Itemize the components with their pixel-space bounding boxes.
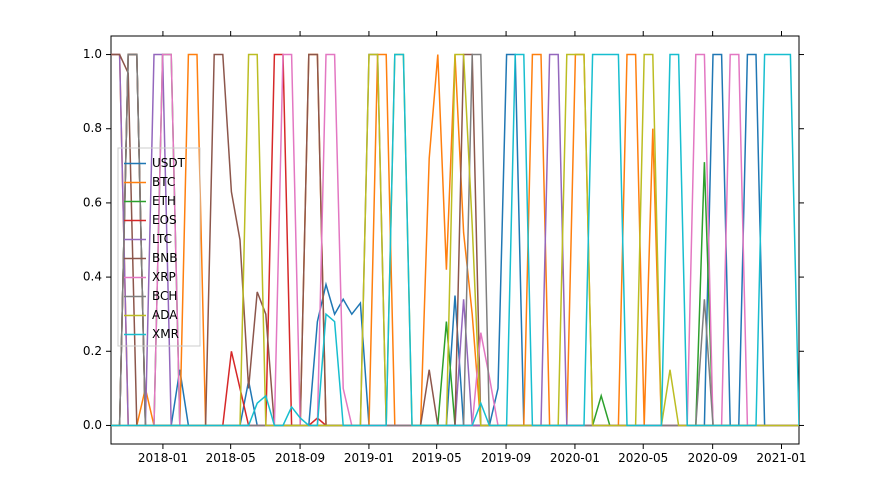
y-tick-label: 0.4	[83, 270, 102, 284]
y-tick-label: 0.6	[83, 195, 102, 209]
x-tick-label: 2020-05	[618, 451, 668, 465]
y-tick-label: 0.8	[83, 121, 102, 135]
legend-label-ada: ADA	[152, 308, 178, 322]
legend-label-btc: BTC	[152, 175, 175, 189]
legend-label-ltc: LTC	[152, 232, 172, 246]
y-tick-label: 1.0	[83, 47, 102, 61]
legend-label-eth: ETH	[152, 194, 176, 208]
legend-label-xmr: XMR	[152, 327, 179, 341]
x-tick-label: 2018-09	[275, 451, 325, 465]
y-tick-label: 0.2	[83, 344, 102, 358]
legend-label-xrp: XRP	[152, 270, 176, 284]
x-tick-label: 2020-09	[688, 451, 738, 465]
x-tick-label: 2018-05	[206, 451, 256, 465]
legend-label-bch: BCH	[152, 289, 177, 303]
x-tick-label: 2019-05	[412, 451, 462, 465]
x-tick-label: 2018-01	[138, 451, 188, 465]
legend-label-usdt: USDT	[152, 156, 186, 170]
legend-label-bnb: BNB	[152, 251, 177, 265]
y-tick-label: 0.0	[83, 418, 102, 432]
chart-container: 0.0 0.2 0.4 0.6 0.8 1.0 2018-01 2018-05 2018-09 2…	[0, 0, 888, 504]
x-tick-label: 2019-01	[344, 451, 394, 465]
x-tick-label: 2019-09	[481, 451, 531, 465]
x-tick-label: 2020-01	[550, 451, 600, 465]
x-tick-label: 2021-01	[756, 451, 806, 465]
legend-label-eos: EOS	[152, 213, 177, 227]
line-chart: 0.0 0.2 0.4 0.6 0.8 1.0 2018-01 2018-05 2018-09 2…	[0, 0, 888, 504]
